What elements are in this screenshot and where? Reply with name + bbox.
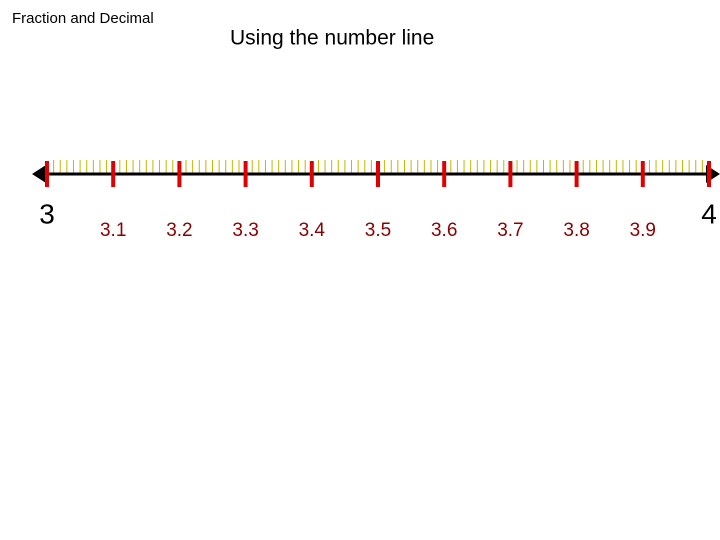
tick-label: 3.4 [299, 220, 326, 241]
major-ticks [45, 161, 711, 187]
tick-label: 3.3 [232, 220, 258, 241]
left-arrow [32, 165, 46, 183]
tick-label: 3.8 [563, 220, 589, 241]
slide-title: Using the number line [230, 27, 434, 50]
tick-label: 3.6 [431, 220, 457, 241]
tick-label: 3.5 [365, 220, 391, 241]
tick-label: 3.9 [630, 220, 656, 241]
tick-label: 3.7 [497, 220, 523, 241]
tick-label: 3.1 [100, 220, 126, 241]
tick-label: 4 [701, 198, 717, 229]
tick-label: 3 [39, 198, 55, 229]
corner-label: Fraction and Decimal [12, 10, 154, 27]
tick-label: 3.2 [166, 220, 192, 241]
minor-ticks [53, 160, 703, 173]
